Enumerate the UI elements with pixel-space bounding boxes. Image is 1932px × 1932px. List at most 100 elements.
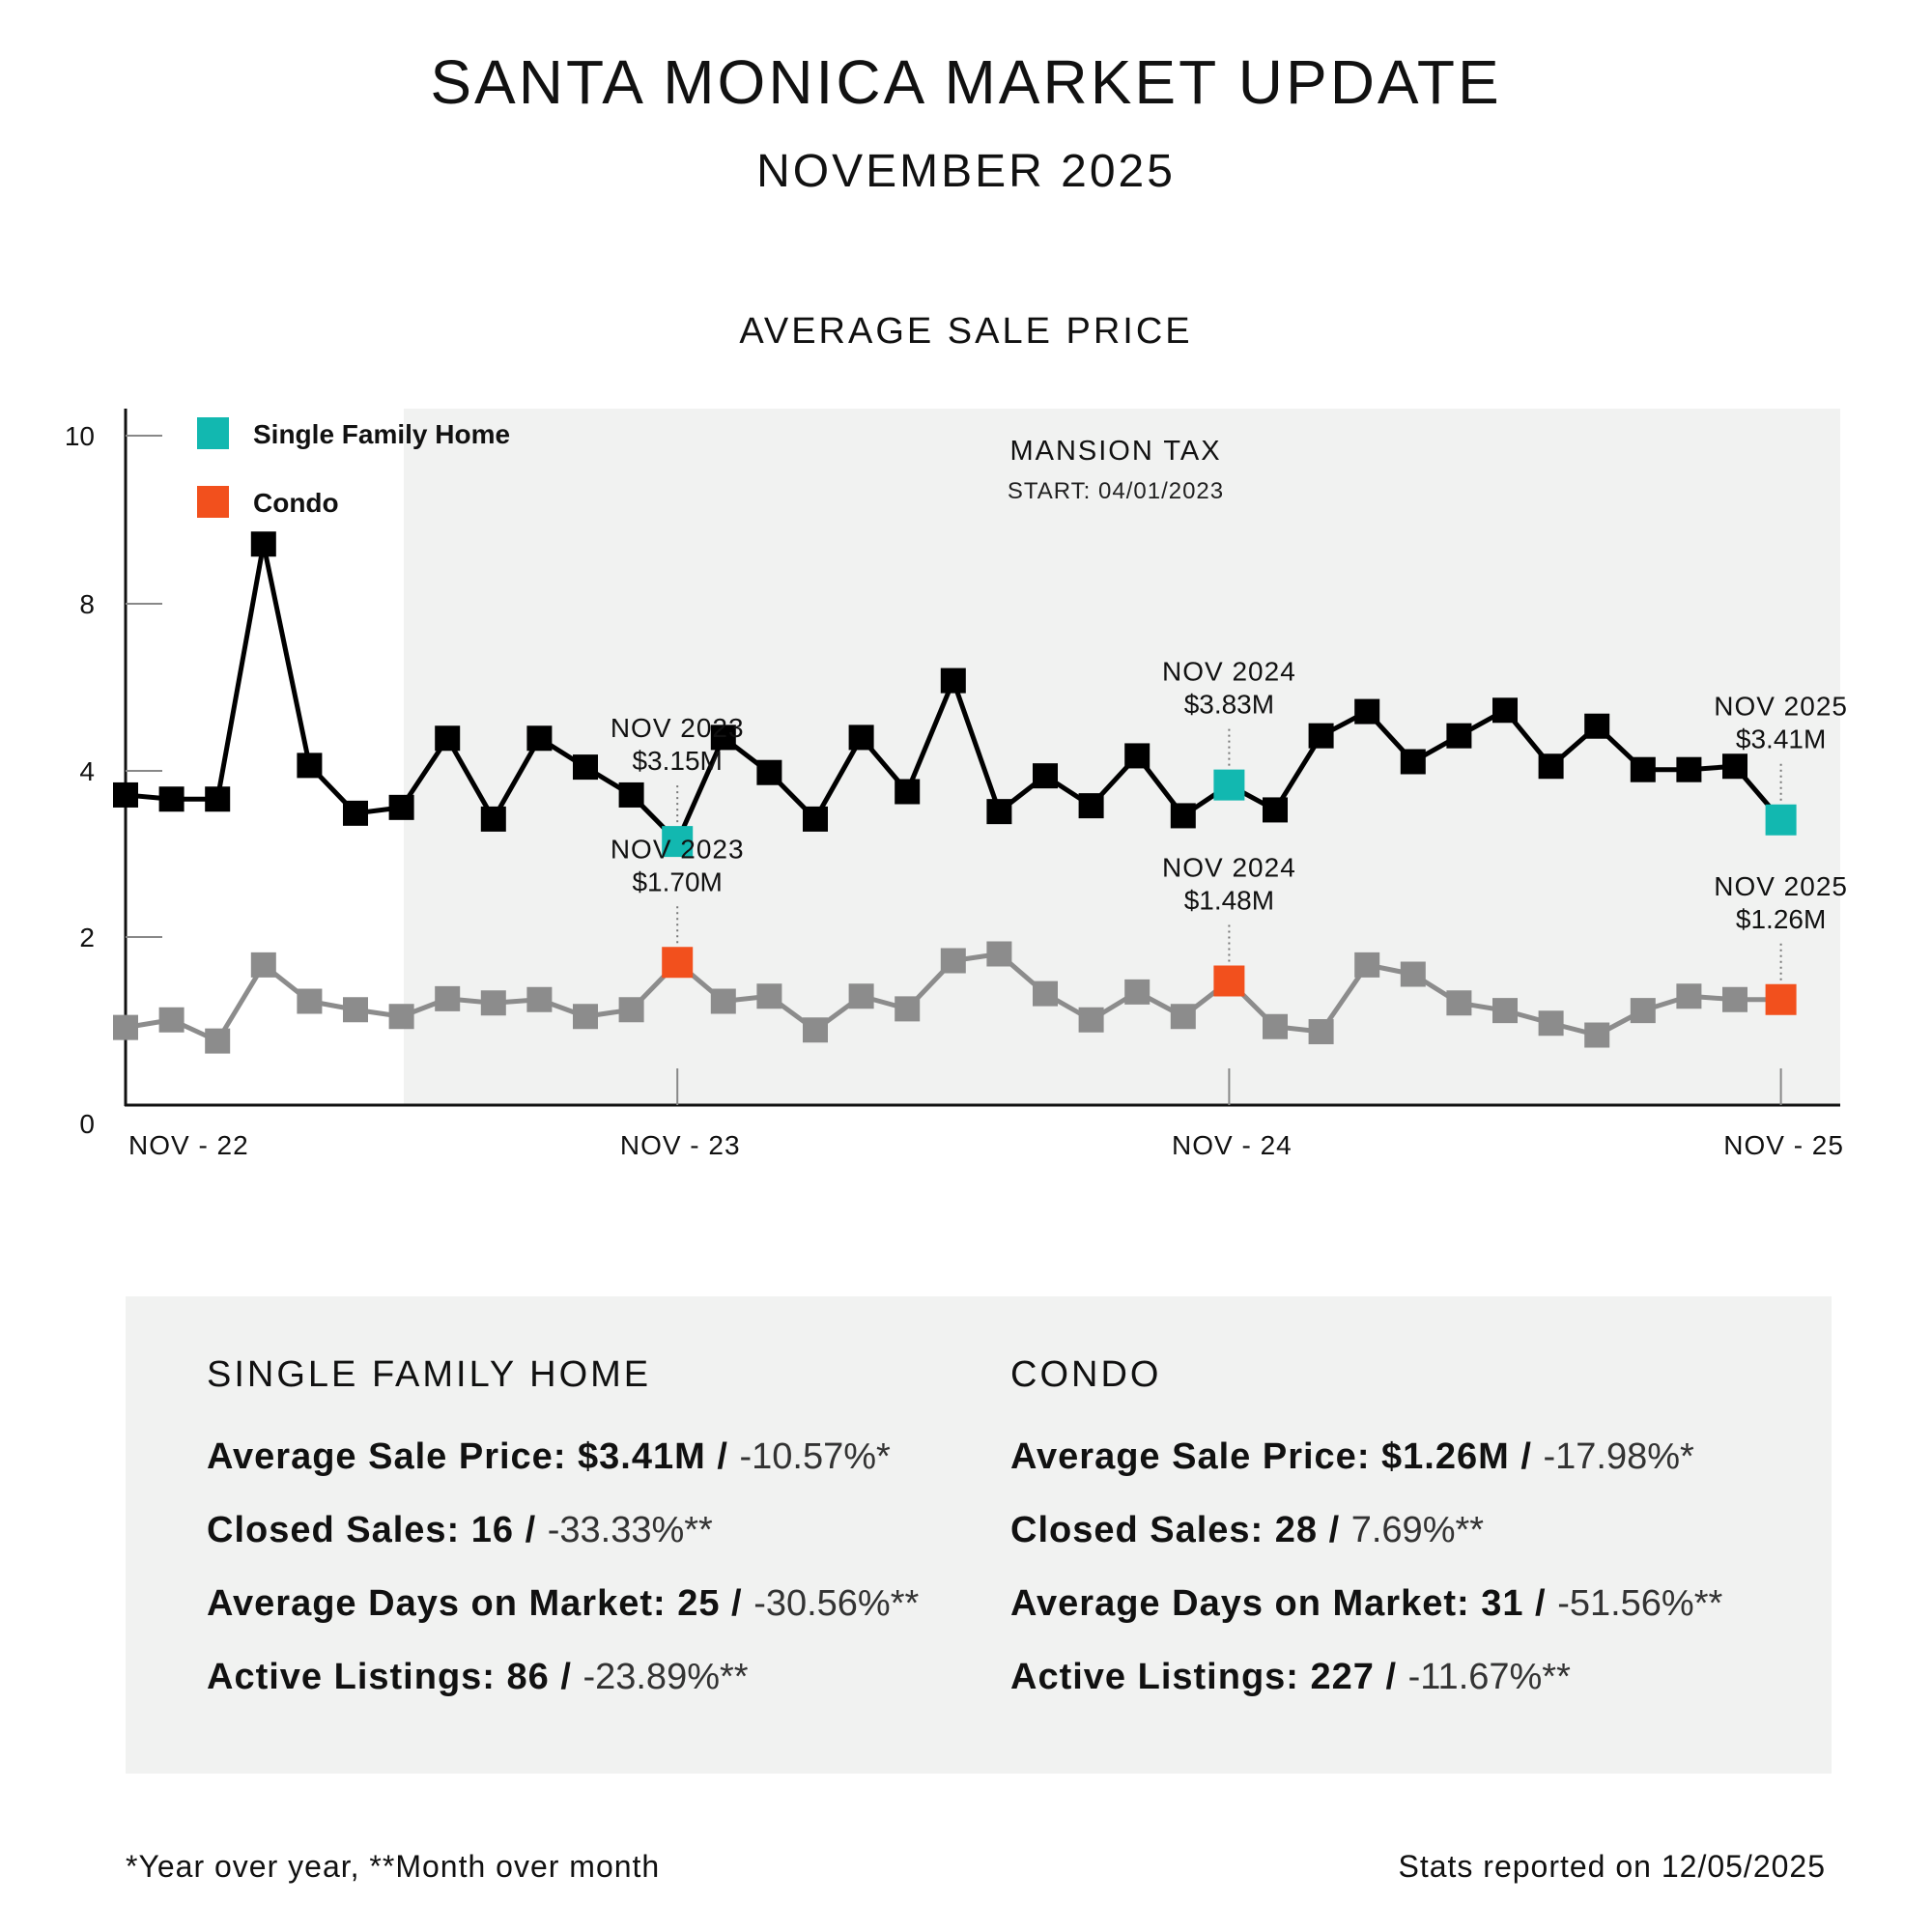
y-tick-label: 10: [65, 421, 95, 451]
stat-change: 7.69%**: [1350, 1510, 1485, 1550]
data-point: [1722, 753, 1747, 780]
data-point: [250, 952, 276, 978]
stat-change: -11.67%**: [1407, 1657, 1571, 1697]
data-point: [756, 759, 782, 785]
data-point: [1263, 1013, 1288, 1039]
x-tick-label: NOV - 22: [128, 1130, 249, 1160]
data-point: [1308, 723, 1334, 749]
stat-label: Average Sale Price: $1.26M: [1010, 1436, 1510, 1477]
stat-label: Active Listings: 86: [207, 1657, 550, 1697]
sfh-average-sale-price: Average Sale Price: $3.41M / -10.57%*: [207, 1435, 1018, 1509]
data-point: [1354, 952, 1380, 978]
data-point: [480, 990, 506, 1016]
data-point: [1584, 1022, 1610, 1048]
data-point: [343, 800, 368, 826]
data-point: [1584, 713, 1610, 739]
y-tick-label: 2: [79, 923, 95, 952]
data-point: [526, 986, 553, 1012]
data-point: [113, 781, 138, 808]
data-point: [803, 806, 828, 832]
data-point: [158, 786, 185, 812]
stats-panel: SINGLE FAMILY HOME Average Sale Price: $…: [126, 1296, 1832, 1774]
y-tick-label: 0: [79, 1109, 95, 1139]
stat-label: Average Days on Market: 31: [1010, 1583, 1524, 1624]
data-point: [895, 996, 921, 1022]
data-point: [1170, 803, 1196, 829]
highlight-point: [662, 826, 694, 858]
data-point: [895, 779, 921, 805]
page-subtitle: NOVEMBER 2025: [756, 146, 1176, 197]
stat-label: Average Sale Price: $3.41M: [207, 1436, 706, 1477]
stat-change: -30.56%**: [753, 1583, 920, 1624]
y-tick-label: 8: [79, 589, 95, 619]
data-point: [343, 997, 368, 1023]
data-point: [297, 753, 323, 779]
highlight-point: [1213, 965, 1245, 997]
data-point: [848, 983, 874, 1009]
data-point: [1446, 990, 1472, 1016]
data-point: [1308, 1019, 1334, 1044]
data-point: [573, 1004, 598, 1030]
mansion-tax-start: START: 04/01/2023: [1008, 478, 1224, 504]
data-point: [1033, 980, 1058, 1007]
annotation-date: NOV 2024: [1162, 657, 1296, 687]
data-point: [803, 1017, 828, 1043]
data-point: [388, 794, 414, 820]
legend-label: Condo: [253, 488, 339, 518]
legend-label: Single Family Home: [253, 419, 510, 449]
data-point: [1492, 998, 1518, 1024]
data-point: [205, 786, 231, 812]
data-point: [573, 754, 598, 781]
data-point: [297, 988, 323, 1014]
annotation-date: NOV 2025: [1714, 871, 1848, 901]
data-point: [1124, 743, 1151, 769]
footnote: *Year over year, **Month over month: [126, 1849, 661, 1884]
stat-separator: /: [549, 1657, 583, 1697]
stat-label: Average Days on Market: 25: [207, 1583, 721, 1624]
condo-active-listings: Active Listings: 227 / -11.67%**: [1010, 1656, 1822, 1729]
data-point: [986, 799, 1012, 825]
highlight-point: [1765, 983, 1797, 1015]
annotation-date: NOV 2023: [611, 834, 745, 864]
data-point: [1446, 723, 1472, 749]
data-point: [1630, 998, 1656, 1024]
data-point: [480, 806, 506, 832]
condo-closed-sales: Closed Sales: 28 / 7.69%**: [1010, 1509, 1822, 1582]
condo-days-on-market: Average Days on Market: 31 / -51.56%**: [1010, 1582, 1822, 1656]
annotation-value: $1.26M: [1736, 904, 1826, 934]
page-title: SANTA MONICA MARKET UPDATE: [430, 47, 1502, 117]
data-point: [526, 725, 553, 752]
single-family-stats: SINGLE FAMILY HOME Average Sale Price: $…: [207, 1354, 1018, 1729]
x-tick-label: NOV - 25: [1723, 1130, 1844, 1160]
stat-label: Active Listings: 227: [1010, 1657, 1375, 1697]
data-point: [388, 1004, 414, 1030]
data-point: [1033, 763, 1058, 789]
stat-separator: /: [720, 1583, 754, 1624]
sfh-active-listings: Active Listings: 86 / -23.89%**: [207, 1656, 1018, 1729]
annotation-date: NOV 2023: [611, 713, 745, 743]
stat-separator: /: [705, 1436, 740, 1477]
data-point: [435, 725, 461, 752]
data-point: [618, 997, 644, 1023]
sfh-closed-sales: Closed Sales: 16 / -33.33%**: [207, 1509, 1018, 1582]
stat-separator: /: [514, 1510, 548, 1550]
data-point: [1078, 793, 1104, 819]
data-point: [1492, 697, 1518, 724]
mansion-tax-region: [404, 409, 1840, 1104]
data-point: [710, 988, 736, 1014]
chart-title: AVERAGE SALE PRICE: [739, 311, 1193, 352]
stat-change: -33.33%**: [547, 1510, 713, 1550]
stat-change: -23.89%**: [582, 1657, 749, 1697]
mansion-tax-label: MANSION TAX: [1009, 436, 1221, 467]
data-point: [1124, 979, 1151, 1005]
data-point: [756, 983, 782, 1009]
stat-separator: /: [1523, 1583, 1558, 1624]
annotation-date: NOV 2025: [1714, 692, 1848, 722]
single-family-heading: SINGLE FAMILY HOME: [207, 1354, 652, 1395]
x-tick-label: NOV - 23: [620, 1130, 741, 1160]
data-point: [986, 941, 1012, 967]
legend-swatch: [197, 486, 229, 518]
annotation-value: $1.48M: [1184, 886, 1274, 916]
data-point: [1630, 756, 1656, 782]
stat-change: -17.98%*: [1543, 1436, 1694, 1477]
